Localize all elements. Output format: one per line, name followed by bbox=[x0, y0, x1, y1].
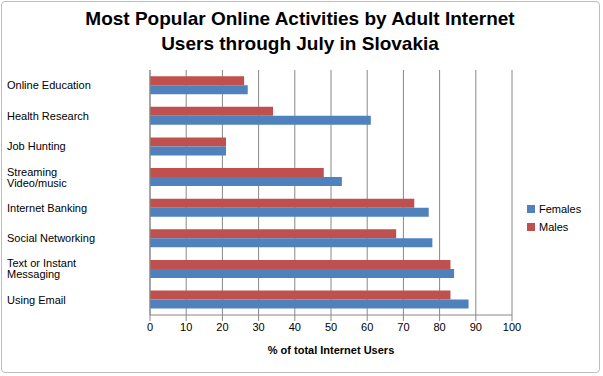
svg-text:Using Email: Using Email bbox=[8, 294, 66, 306]
svg-text:StreamingVideo/music: StreamingVideo/music bbox=[8, 166, 67, 189]
svg-text:Job Hunting: Job Hunting bbox=[8, 140, 66, 152]
svg-text:Internet Banking: Internet Banking bbox=[8, 202, 87, 214]
svg-text:50: 50 bbox=[325, 321, 337, 333]
svg-text:70: 70 bbox=[397, 321, 409, 333]
svg-text:Social Networking: Social Networking bbox=[8, 232, 95, 244]
svg-text:20: 20 bbox=[216, 321, 228, 333]
svg-text:100: 100 bbox=[503, 321, 521, 333]
html-text:% of total Internet Users: % of total Internet Users bbox=[267, 344, 395, 356]
svg-text:60: 60 bbox=[361, 321, 373, 333]
svg-text:80: 80 bbox=[433, 321, 445, 333]
svg-text:30: 30 bbox=[252, 321, 264, 333]
svg-text:40: 40 bbox=[289, 321, 301, 333]
svg-text:10: 10 bbox=[180, 321, 192, 333]
html-text:Males: Males bbox=[539, 221, 569, 233]
svg-text:0: 0 bbox=[147, 321, 153, 333]
svg-text:Health Research: Health Research bbox=[8, 110, 89, 122]
svg-text:Text or InstantMessaging: Text or InstantMessaging bbox=[8, 257, 76, 280]
svg-text:90: 90 bbox=[470, 321, 482, 333]
html-text:Most Popular Online Activities: Most Popular Online Activities by Adult … bbox=[85, 8, 515, 54]
svg-text:Online Education: Online Education bbox=[8, 79, 91, 91]
html-text:Females: Females bbox=[539, 203, 582, 215]
